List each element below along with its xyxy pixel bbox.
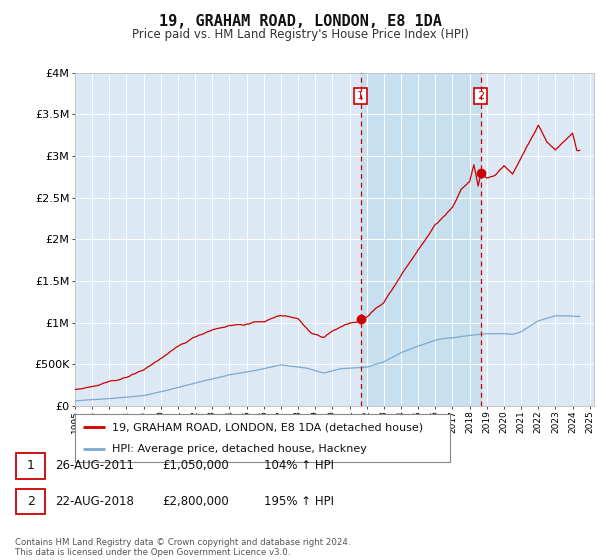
Text: HPI: Average price, detached house, Hackney: HPI: Average price, detached house, Hack…: [113, 444, 367, 454]
Text: 1: 1: [357, 91, 364, 101]
Text: 104% ↑ HPI: 104% ↑ HPI: [264, 459, 334, 473]
Text: 26-AUG-2011: 26-AUG-2011: [55, 459, 134, 473]
Text: £1,050,000: £1,050,000: [162, 459, 229, 473]
Text: 19, GRAHAM ROAD, LONDON, E8 1DA: 19, GRAHAM ROAD, LONDON, E8 1DA: [158, 14, 442, 29]
Text: Contains HM Land Registry data © Crown copyright and database right 2024.
This d: Contains HM Land Registry data © Crown c…: [15, 538, 350, 557]
Text: 1: 1: [26, 459, 35, 473]
Text: 22-AUG-2018: 22-AUG-2018: [55, 494, 134, 508]
Bar: [361, 73, 481, 406]
Text: 2: 2: [26, 494, 35, 508]
Text: Price paid vs. HM Land Registry's House Price Index (HPI): Price paid vs. HM Land Registry's House …: [131, 28, 469, 41]
Text: 2: 2: [477, 91, 484, 101]
Text: 195% ↑ HPI: 195% ↑ HPI: [264, 494, 334, 508]
Text: 19, GRAHAM ROAD, LONDON, E8 1DA (detached house): 19, GRAHAM ROAD, LONDON, E8 1DA (detache…: [113, 422, 424, 432]
Text: £2,800,000: £2,800,000: [162, 494, 229, 508]
